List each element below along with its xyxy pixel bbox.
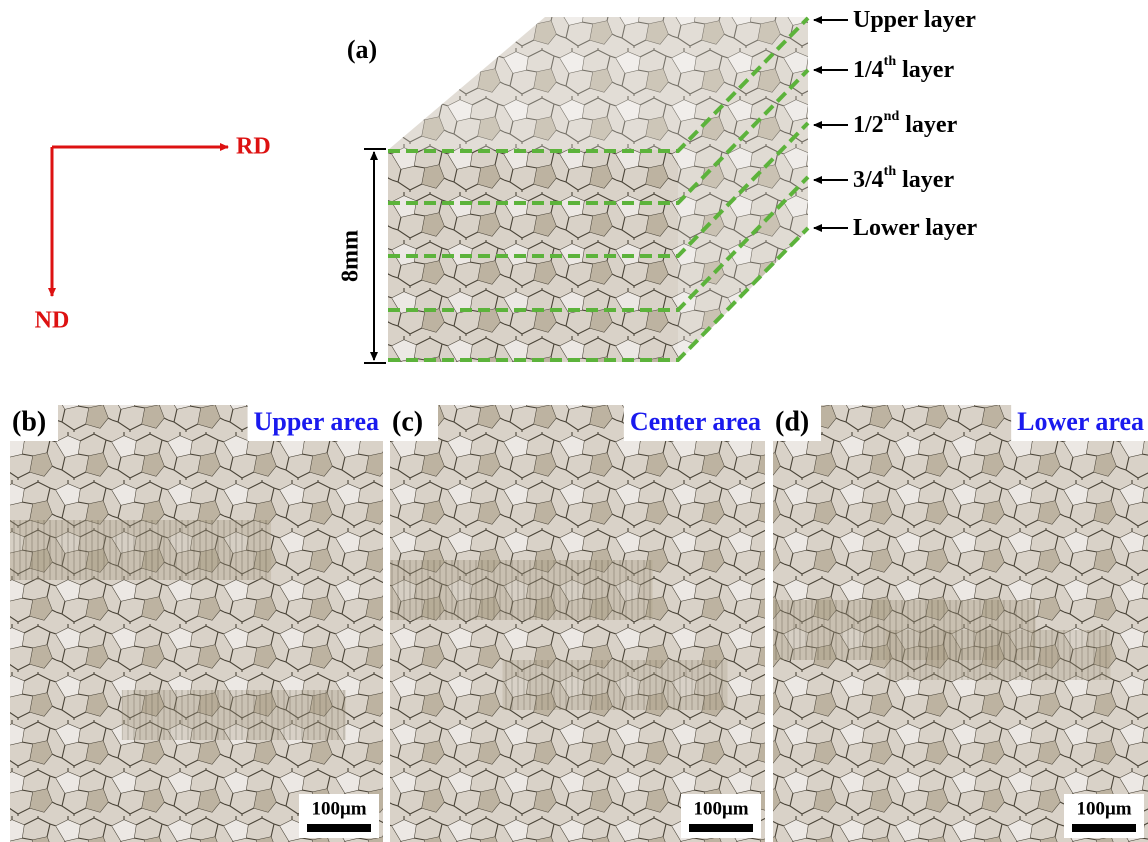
layer-label: Lower layer xyxy=(853,215,978,241)
micrograph-band xyxy=(122,690,346,740)
micrograph-panel: (c) Center area 100μm xyxy=(390,405,765,842)
layer-text: 1/2 xyxy=(853,112,884,138)
area-label: Upper area xyxy=(254,407,379,436)
micrograph-band xyxy=(886,630,1111,680)
layer-rest: layer xyxy=(899,112,957,138)
layer-text: 1/4 xyxy=(853,57,884,83)
direction-axes: RD ND xyxy=(35,134,271,334)
area-label: Lower area xyxy=(1017,407,1144,436)
panel-label: (d) xyxy=(775,406,809,437)
micrograph-band xyxy=(503,660,728,710)
layer-label: Upper layer xyxy=(853,7,976,33)
layer-label: 3/4th layer xyxy=(853,164,954,192)
scale-bar xyxy=(1072,824,1136,832)
layer-text: Upper layer xyxy=(853,7,976,33)
panel-label: (a) xyxy=(347,35,377,64)
scale-bar xyxy=(307,824,371,832)
scale-bar-label: 100μm xyxy=(1076,798,1131,819)
scale-bar xyxy=(689,824,753,832)
layer-rest: layer xyxy=(896,57,954,83)
panel-label: (b) xyxy=(12,406,46,437)
layer-label: 1/2nd layer xyxy=(853,109,958,137)
micrograph xyxy=(390,405,765,842)
scale-bar-label: 100μm xyxy=(311,798,366,819)
cube: (a) 8mm xyxy=(338,17,809,363)
nd-label: ND xyxy=(35,308,70,334)
layer-sup: th xyxy=(884,164,897,179)
layer-sup: th xyxy=(884,54,897,69)
micrograph-panel: (b) Upper area 100μm xyxy=(10,405,383,842)
layer-rest: layer xyxy=(896,167,954,193)
panel-label: (c) xyxy=(392,406,423,437)
micrograph-panel: (d) Lower area 100μm xyxy=(773,405,1148,842)
layer-label: 1/4th layer xyxy=(853,54,954,82)
micrograph-band xyxy=(10,520,271,580)
figure: RD ND (a) 8mm Upper layer1/4th layer1/2n… xyxy=(0,0,1148,842)
micrograph xyxy=(10,405,383,842)
layer-text: Lower layer xyxy=(853,215,978,241)
scale-bar-label: 100μm xyxy=(693,798,748,819)
thickness-label: 8mm xyxy=(338,230,364,282)
layer-text: 3/4 xyxy=(853,167,884,193)
micrograph-band xyxy=(390,560,653,620)
layer-sup: nd xyxy=(884,109,900,124)
area-label: Center area xyxy=(630,407,761,436)
rd-label: RD xyxy=(236,134,271,160)
